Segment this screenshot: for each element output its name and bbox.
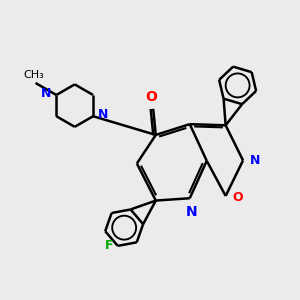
Text: CH₃: CH₃ [23, 70, 44, 80]
Text: N: N [98, 108, 108, 121]
Text: O: O [232, 191, 243, 204]
Text: N: N [41, 87, 52, 100]
Text: N: N [250, 154, 260, 167]
Text: F: F [105, 239, 113, 252]
Text: O: O [145, 90, 157, 104]
Text: N: N [186, 205, 197, 219]
